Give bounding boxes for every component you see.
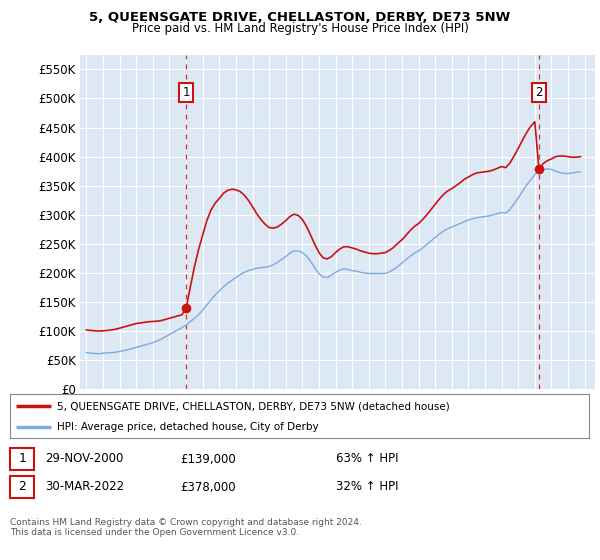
Text: 29-NOV-2000: 29-NOV-2000: [45, 452, 124, 465]
Text: 2: 2: [18, 480, 26, 493]
Text: 5, QUEENSGATE DRIVE, CHELLASTON, DERBY, DE73 5NW (detached house): 5, QUEENSGATE DRIVE, CHELLASTON, DERBY, …: [56, 402, 449, 411]
Text: 30-MAR-2022: 30-MAR-2022: [45, 480, 124, 493]
Text: £139,000: £139,000: [180, 452, 236, 465]
Text: HPI: Average price, detached house, City of Derby: HPI: Average price, detached house, City…: [56, 422, 318, 432]
Text: Price paid vs. HM Land Registry's House Price Index (HPI): Price paid vs. HM Land Registry's House …: [131, 22, 469, 35]
Text: 32% ↑ HPI: 32% ↑ HPI: [336, 480, 398, 493]
Text: Contains HM Land Registry data © Crown copyright and database right 2024.
This d: Contains HM Land Registry data © Crown c…: [10, 518, 362, 538]
Text: 1: 1: [18, 452, 26, 465]
Text: 5, QUEENSGATE DRIVE, CHELLASTON, DERBY, DE73 5NW: 5, QUEENSGATE DRIVE, CHELLASTON, DERBY, …: [89, 11, 511, 24]
Text: 1: 1: [182, 86, 190, 99]
Text: 2: 2: [535, 86, 543, 99]
Text: 63% ↑ HPI: 63% ↑ HPI: [336, 452, 398, 465]
Text: £378,000: £378,000: [180, 480, 236, 493]
